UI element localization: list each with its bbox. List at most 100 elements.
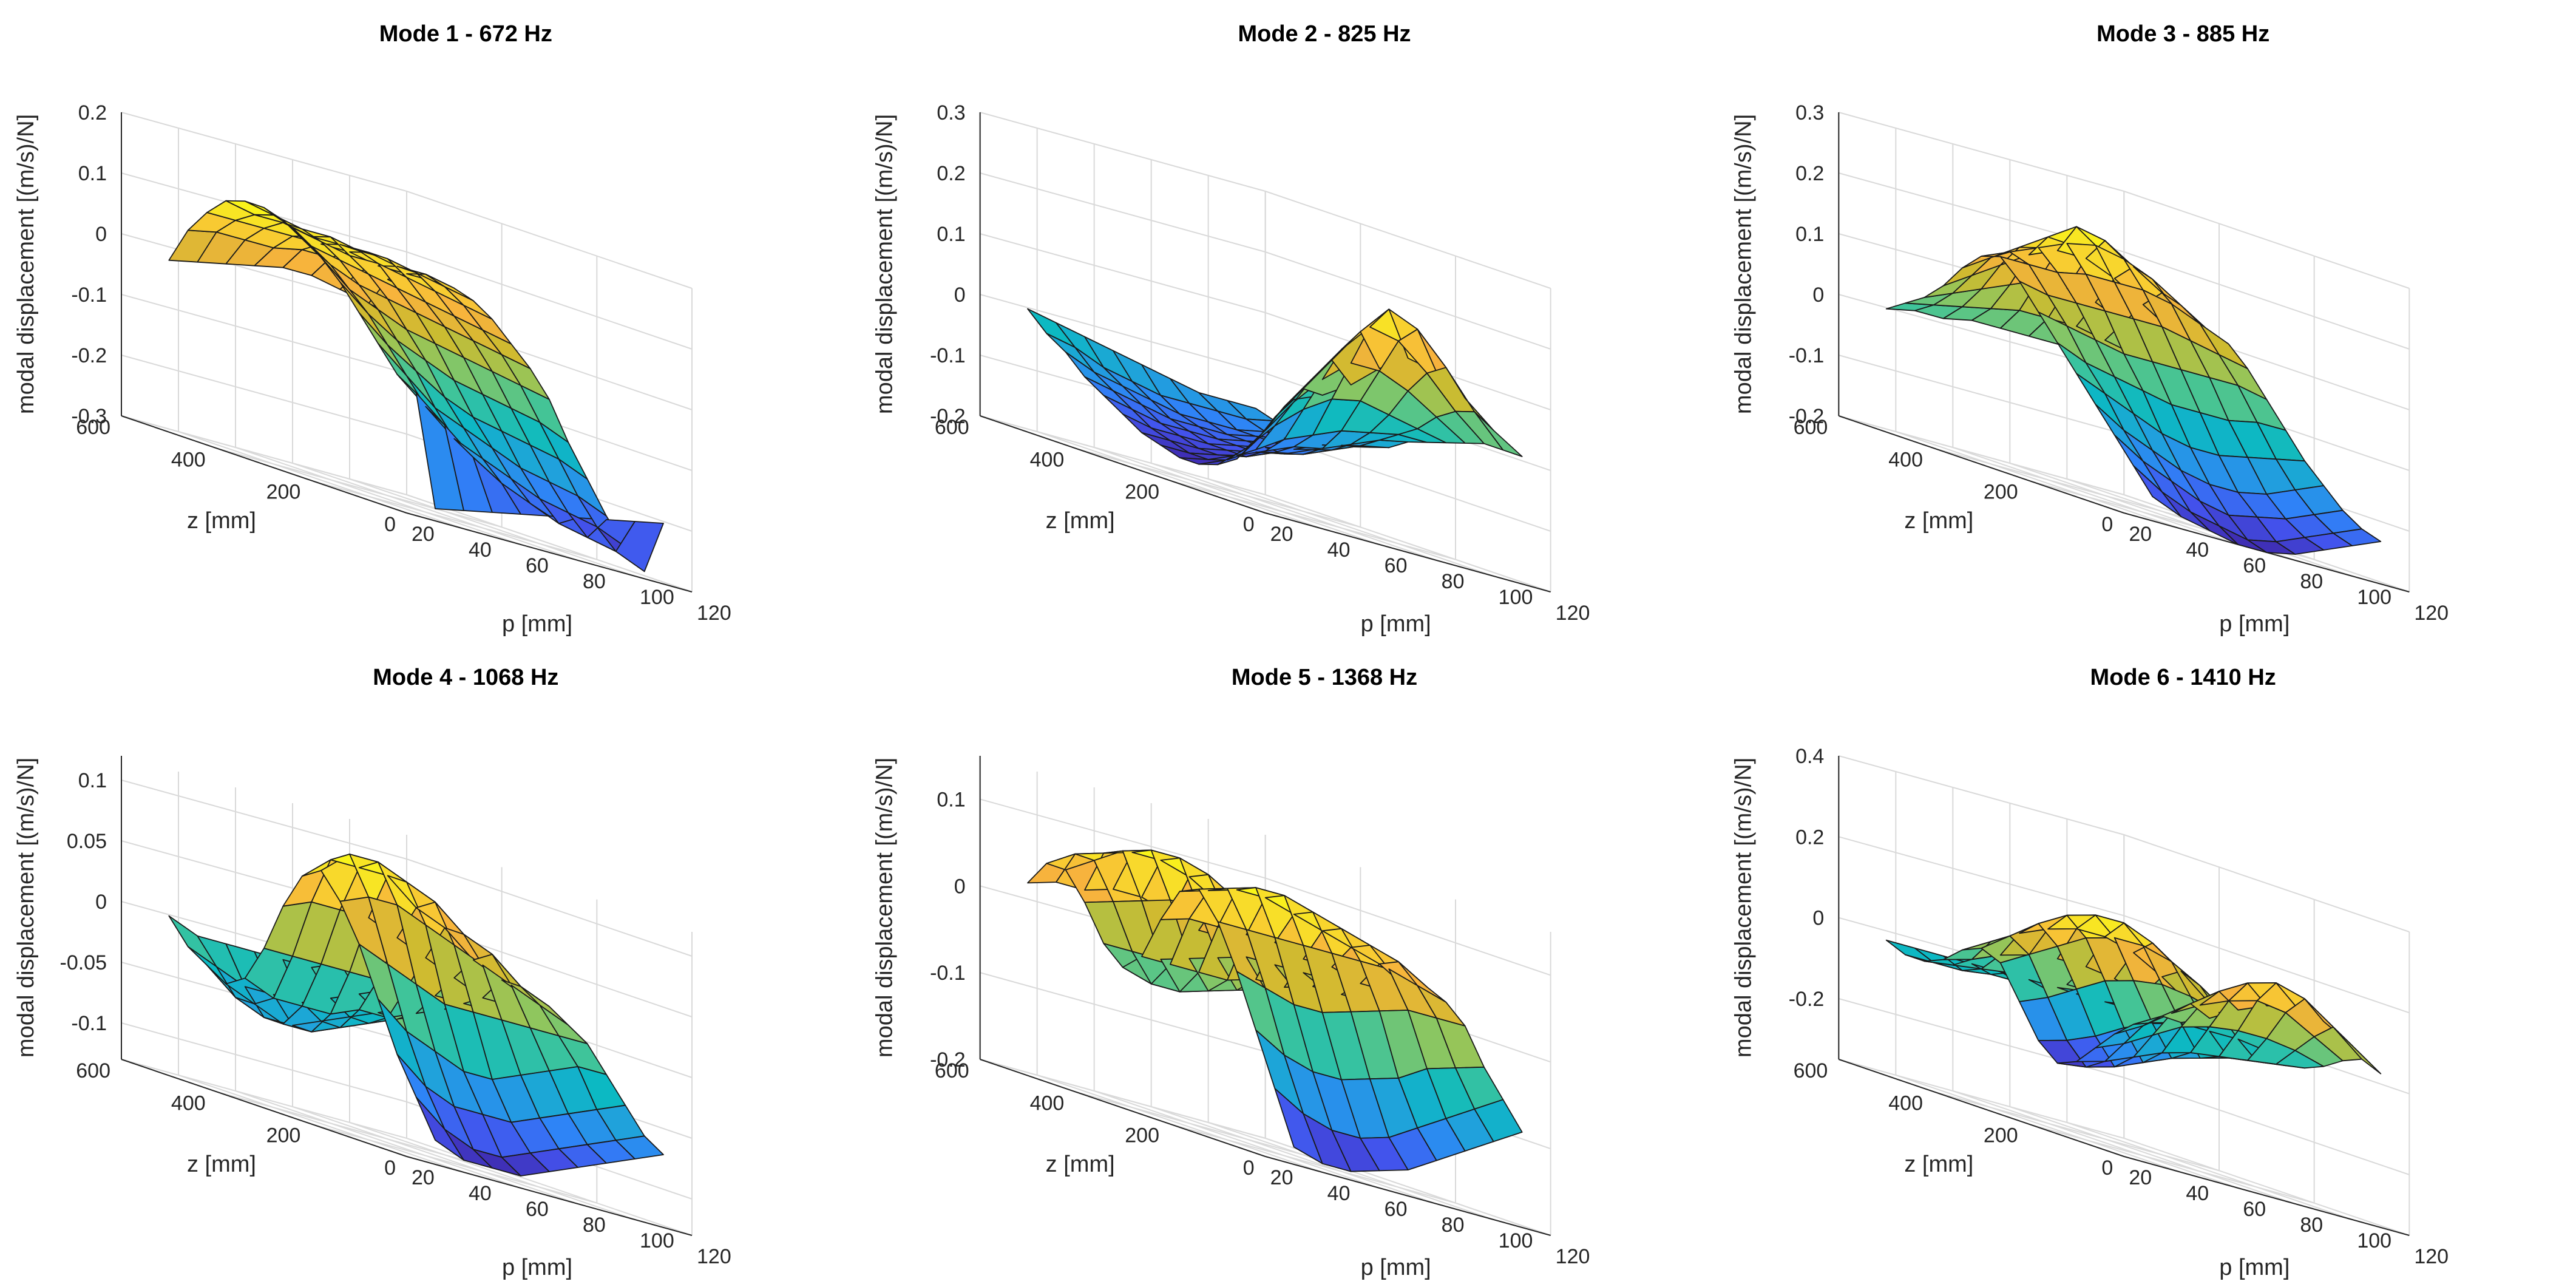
displacement-axis-label: modal displacement [(m/s)/N] xyxy=(13,758,39,1058)
z-axis-label: z [mm] xyxy=(1046,508,1115,534)
surface xyxy=(1027,308,1523,466)
p-axis-label: p [mm] xyxy=(502,611,572,637)
z-tick-label: 200 xyxy=(266,481,301,504)
p-axis-line xyxy=(406,512,693,593)
p-axis-line xyxy=(406,1156,693,1236)
p-tick-label: 60 xyxy=(526,554,549,577)
grid-line xyxy=(1037,431,1323,529)
p-tick-label: 20 xyxy=(2129,1166,2152,1189)
p-tick-label: 100 xyxy=(640,586,674,609)
displacement-tick-label: 0 xyxy=(1812,284,1824,307)
z-tick-label: 400 xyxy=(1888,1092,1923,1115)
z-axis-label: z [mm] xyxy=(1904,1152,1973,1177)
subplot-mode-2: 20 40 60 80 100 120 0 200 400 600-0.2 -0.1 0 0.1 0.2 0… xyxy=(872,21,1590,637)
grid-line xyxy=(2124,1138,2410,1236)
displacement-tick-label: 0.1 xyxy=(78,162,107,185)
p-tick-label: 60 xyxy=(1385,1198,1408,1221)
displacement-tick-label: -0.3 xyxy=(71,405,107,428)
z-axis-label: z [mm] xyxy=(187,1152,256,1177)
grid-line xyxy=(1896,431,2181,529)
grid-line xyxy=(235,447,521,545)
p-tick-label: 60 xyxy=(2243,1198,2266,1221)
grid-line xyxy=(121,1022,693,1200)
p-tick-label: 60 xyxy=(1385,554,1408,577)
surface xyxy=(1885,914,2382,1075)
grid-line xyxy=(1037,1075,1323,1173)
displacement-tick-label: 0.1 xyxy=(78,769,107,792)
subplot-title: Mode 2 - 825 Hz xyxy=(1238,21,1411,47)
subplot-title: Mode 1 - 672 Hz xyxy=(379,21,552,47)
grid-line xyxy=(121,1059,407,1139)
p-tick-label: 80 xyxy=(1442,1214,1465,1237)
displacement-axis-label: modal displacement [(m/s)/N] xyxy=(1730,758,1756,1058)
z-axis-line xyxy=(1839,415,2124,514)
displacement-tick-label: -0.05 xyxy=(60,951,107,974)
grid-line xyxy=(178,431,464,529)
displacement-tick-label: 0.1 xyxy=(937,788,965,811)
displacement-axis-label: modal displacement [(m/s)/N] xyxy=(872,114,898,414)
z-tick-label: 0 xyxy=(384,513,396,536)
subplot-title: Mode 3 - 885 Hz xyxy=(2096,21,2269,47)
z-tick-label: 0 xyxy=(1243,513,1255,536)
p-tick-label: 120 xyxy=(2414,602,2449,625)
p-tick-label: 80 xyxy=(583,1214,606,1237)
z-tick-label: 200 xyxy=(1125,1124,1159,1147)
displacement-tick-label: 0 xyxy=(95,891,107,914)
grid-line xyxy=(1094,1090,1380,1189)
subplot-mode-4: 20 40 60 80 100 120 0 200 400 600 -0.1 -0.05 0 0.05 0.… xyxy=(13,665,731,1280)
z-axis-label: z [mm] xyxy=(1904,508,1973,534)
grid-line xyxy=(980,172,1551,350)
z-tick-label: 600 xyxy=(935,1059,969,1082)
z-tick-label: 400 xyxy=(171,448,206,471)
grid-line xyxy=(980,1059,1551,1236)
displacement-tick-label: -0.2 xyxy=(1789,405,1825,428)
grid-line xyxy=(2029,1123,2314,1204)
grid-line xyxy=(1170,1123,1456,1204)
p-tick-label: 20 xyxy=(412,523,435,546)
z-tick-label: 400 xyxy=(1888,448,1923,471)
p-tick-label: 100 xyxy=(1499,586,1533,609)
z-tick-label: 0 xyxy=(2101,1156,2113,1180)
grid-line xyxy=(121,779,693,957)
p-tick-label: 80 xyxy=(2300,570,2323,593)
displacement-tick-label: -0.1 xyxy=(71,1012,107,1035)
grid-line xyxy=(292,463,578,561)
displacement-tick-label: -0.2 xyxy=(930,1048,966,1071)
displacement-tick-label: 0.1 xyxy=(937,223,965,246)
displacement-tick-label: 0 xyxy=(1812,907,1824,930)
grid-line xyxy=(1075,447,1361,528)
surface-facet xyxy=(2333,1026,2382,1075)
displacement-axis-label: modal displacement [(m/s)/N] xyxy=(1730,114,1756,414)
grid-line xyxy=(980,233,1551,410)
p-axis-label: p [mm] xyxy=(2219,611,2290,637)
displacement-tick-label: 0 xyxy=(954,284,966,307)
p-axis-line xyxy=(2124,1156,2410,1236)
displacement-tick-label: 0 xyxy=(954,875,966,898)
p-axis-line xyxy=(1265,512,1551,593)
surface-facet xyxy=(615,1135,664,1160)
z-tick-label: 600 xyxy=(76,416,110,439)
grid-line xyxy=(311,1123,597,1204)
z-axis-label: z [mm] xyxy=(187,508,256,534)
displacement-tick-label: -0.1 xyxy=(930,344,966,367)
z-tick-label: 0 xyxy=(1243,1156,1255,1180)
grid-line xyxy=(980,415,1551,593)
z-tick-label: 200 xyxy=(1984,481,2018,504)
p-tick-label: 80 xyxy=(2300,1214,2323,1237)
p-tick-label: 20 xyxy=(412,1166,435,1189)
grid-line xyxy=(1933,447,2220,528)
p-tick-label: 40 xyxy=(469,1182,492,1205)
z-tick-label: 200 xyxy=(1984,1124,2018,1147)
subplot-mode-6: 20 40 60 80 100 120 0 200 400 600 -0.2 0 0.2 0.4 p [mm… xyxy=(1730,665,2449,1280)
grid-line xyxy=(121,415,693,593)
p-tick-label: 20 xyxy=(2129,523,2152,546)
p-tick-label: 120 xyxy=(2414,1245,2449,1268)
subplot-mode-1: 20 40 60 80 100 120 0 200 400 600-0.3 -0.2 -0.1 0 0.1… xyxy=(13,21,731,637)
grid-line xyxy=(1953,1090,2239,1189)
grid-line xyxy=(980,112,1551,289)
p-tick-label: 40 xyxy=(2186,538,2209,562)
grid-line xyxy=(216,447,502,528)
grid-line xyxy=(1839,836,2410,1014)
p-tick-label: 40 xyxy=(2186,1182,2209,1205)
grid-line xyxy=(349,1122,636,1220)
